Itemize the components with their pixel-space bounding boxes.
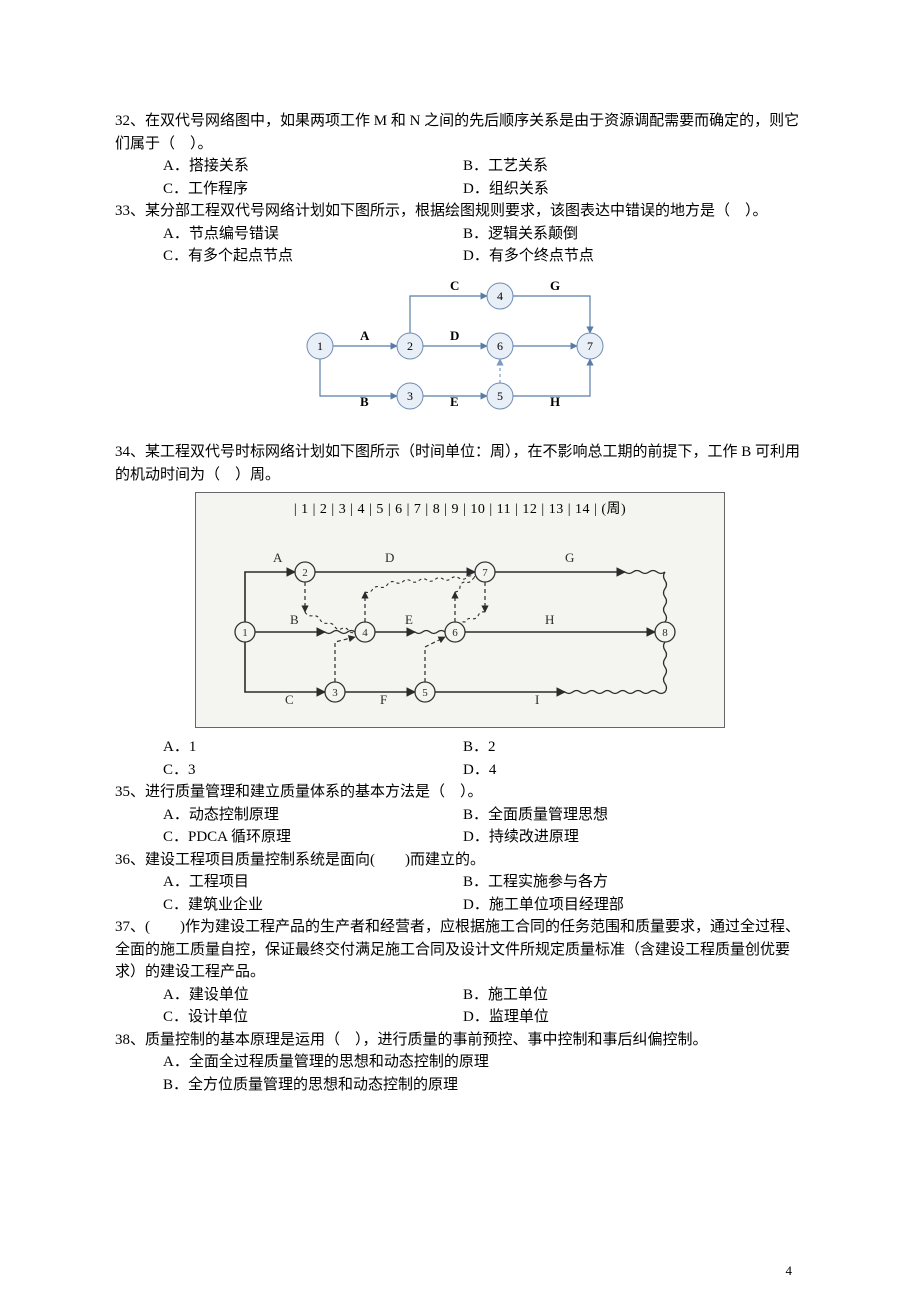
svg-text:C: C [285,692,294,707]
q34-D: D．4 [463,759,763,782]
q37-row2: C．设计单位 D．监理单位 [115,1006,805,1029]
q36-stem: 36、建设工程项目质量控制系统是面向( )而建立的。 [115,849,805,872]
q33-B: B．逻辑关系颠倒 [463,223,763,246]
q33-D: D．有多个终点节点 [463,245,763,268]
q32-stem: 32、在双代号网络图中，如果两项工作 M 和 N 之间的先后顺序关系是由于资源调… [115,110,805,155]
q32-row1: A．搭接关系 B．工艺关系 [115,155,805,178]
svg-text:B: B [360,394,369,409]
svg-text:4: 4 [497,289,503,303]
q34-scale: | 1 | 2 | 3 | 4 | 5 | 6 | 7 | 8 | 9 | 10… [200,499,720,522]
q36-row2: C．建筑业企业 D．施工单位项目经理部 [115,894,805,917]
svg-text:C: C [450,278,459,293]
svg-text:3: 3 [407,389,413,403]
q33-stem: 33、某分部工程双代号网络计划如下图所示，根据绘图规则要求，该图表达中错误的地方… [115,200,805,223]
q36-row1: A．工程项目 B．工程实施参与各方 [115,871,805,894]
svg-text:4: 4 [362,627,368,639]
q36-C: C．建筑业企业 [163,894,463,917]
q38-row1: A．全面全过程质量管理的思想和动态控制的原理 [115,1051,805,1074]
q34-chart: | 1 | 2 | 3 | 4 | 5 | 6 | 7 | 8 | 9 | 10… [195,492,725,728]
svg-text:7: 7 [587,339,593,353]
q35-B: B．全面质量管理思想 [463,804,763,827]
svg-text:H: H [550,394,560,409]
svg-text:D: D [450,328,459,343]
q37-B: B．施工单位 [463,984,763,1007]
svg-text:B: B [290,612,299,627]
q38-A: A．全面全过程质量管理的思想和动态控制的原理 [163,1051,489,1074]
svg-text:8: 8 [662,627,668,639]
svg-text:H: H [545,612,554,627]
q34-A: A．1 [163,736,463,759]
q32-A: A．搭接关系 [163,155,463,178]
svg-text:6: 6 [497,339,503,353]
svg-text:D: D [385,550,394,565]
q32-row2: C．工作程序 D．组织关系 [115,178,805,201]
q34-row2: C．3 D．4 [115,759,805,782]
svg-text:5: 5 [497,389,503,403]
q35-C: C．PDCA 循环原理 [163,826,463,849]
q32-D: D．组织关系 [463,178,763,201]
q33-A: A．节点编号错误 [163,223,463,246]
svg-text:I: I [535,692,539,707]
q34-B: B．2 [463,736,763,759]
q32-C: C．工作程序 [163,178,463,201]
svg-text:2: 2 [407,339,413,353]
q37-stem: 37、( )作为建设工程产品的生产者和经营者，应根据施工合同的任务范围和质量要求… [115,916,805,984]
svg-text:5: 5 [422,687,428,699]
q35-A: A．动态控制原理 [163,804,463,827]
q34-C: C．3 [163,759,463,782]
q37-A: A．建设单位 [163,984,463,1007]
q38-stem: 38、质量控制的基本原理是运用（ ），进行质量的事前预控、事中控制和事后纠偏控制… [115,1029,805,1052]
q35-row1: A．动态控制原理 B．全面质量管理思想 [115,804,805,827]
svg-text:A: A [360,328,370,343]
svg-text:1: 1 [242,627,248,639]
q33-C: C．有多个起点节点 [163,245,463,268]
svg-text:A: A [273,550,283,565]
q34-stem: 34、某工程双代号时标网络计划如下图所示（时间单位：周），在不影响总工期的前提下… [115,441,805,486]
q38-row2: B．全方位质量管理的思想和动态控制的原理 [115,1074,805,1097]
q36-A: A．工程项目 [163,871,463,894]
q33-row1: A．节点编号错误 B．逻辑关系颠倒 [115,223,805,246]
q35-stem: 35、进行质量管理和建立质量体系的基本方法是（ ）。 [115,781,805,804]
svg-text:3: 3 [332,687,338,699]
page-number: 4 [786,1261,793,1281]
q36-B: B．工程实施参与各方 [463,871,763,894]
q37-D: D．监理单位 [463,1006,763,1029]
q36-D: D．施工单位项目经理部 [463,894,763,917]
q37-row1: A．建设单位 B．施工单位 [115,984,805,1007]
q34-row1: A．1 B．2 [115,736,805,759]
q37-C: C．设计单位 [163,1006,463,1029]
svg-text:E: E [405,612,413,627]
svg-text:G: G [550,278,560,293]
q33-diagram: A C D G B E H 1 2 4 6 7 3 5 [115,276,805,434]
svg-text:F: F [380,692,387,707]
svg-text:2: 2 [302,567,308,579]
q33-row2: C．有多个起点节点 D．有多个终点节点 [115,245,805,268]
q35-row2: C．PDCA 循环原理 D．持续改进原理 [115,826,805,849]
q35-D: D．持续改进原理 [463,826,763,849]
svg-text:G: G [565,550,574,565]
q32-B: B．工艺关系 [463,155,763,178]
q38-B: B．全方位质量管理的思想和动态控制的原理 [163,1074,463,1097]
svg-text:7: 7 [482,567,488,579]
svg-text:1: 1 [317,339,323,353]
svg-text:E: E [450,394,459,409]
svg-text:6: 6 [452,627,458,639]
